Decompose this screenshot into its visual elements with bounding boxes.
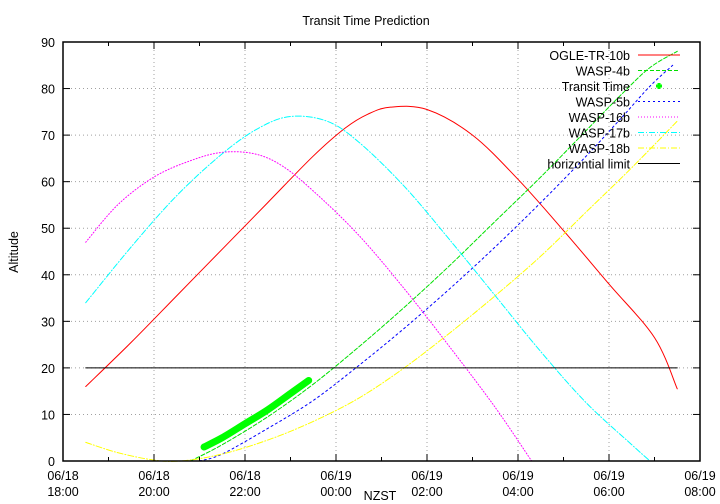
legend-label-wasp-16b: WASP-16b: [569, 111, 630, 125]
x-tick-date: 06/19: [593, 469, 624, 483]
y-tick-label: 60: [41, 176, 55, 190]
x-tick-date: 06/18: [138, 469, 169, 483]
y-tick-label: 90: [41, 36, 55, 50]
y-axis-ticks: 0 10 20 30 40 50 60 70 80 90: [41, 36, 700, 469]
series-wasp-18b: [85, 120, 678, 463]
x-tick-time: 18:00: [47, 485, 78, 499]
y-tick-label: 0: [48, 455, 55, 469]
chart-title: Transit Time Prediction: [302, 14, 429, 28]
x-tick-time: 20:00: [138, 485, 169, 499]
series-ogle-tr-10b: [85, 105, 678, 390]
series-transit-time: [200, 376, 313, 451]
x-tick-date: 06/19: [502, 469, 533, 483]
x-tick-date: 06/18: [229, 469, 260, 483]
x-tick-time: 22:00: [229, 485, 260, 499]
x-tick-date: 06/19: [411, 469, 442, 483]
y-axis-label: Altitude: [7, 231, 21, 273]
legend-label-wasp-18b: WASP-18b: [569, 142, 630, 156]
series-wasp-5b: [199, 64, 674, 462]
x-tick-date: 06/18: [47, 469, 78, 483]
series-wasp-17b: [85, 115, 651, 462]
legend-label-ogle-tr-10b: OGLE-TR-10b: [549, 49, 630, 63]
y-tick-label: 20: [41, 362, 55, 376]
legend-label-horizontial-limit: horizontial limit: [547, 158, 630, 172]
x-tick-time: 08:00: [684, 485, 715, 499]
y-tick-label: 10: [41, 408, 55, 422]
series-wasp-4b: [189, 50, 678, 462]
legend-marker-plus-icon: [656, 83, 662, 89]
x-axis-label: NZST: [364, 489, 397, 503]
legend-label-transit-time: Transit Time: [562, 80, 630, 94]
x-axis-ticks: 06/18 18:00 06/18 20:00 06/18 22:00 06/19 00:00…: [47, 42, 716, 499]
x-tick-date: 06/19: [684, 469, 715, 483]
x-tick-time: 02:00: [411, 485, 442, 499]
y-tick-label: 30: [41, 315, 55, 329]
y-tick-label: 40: [41, 269, 55, 283]
x-tick-time: 00:00: [320, 485, 351, 499]
x-tick-time: 06:00: [593, 485, 624, 499]
y-tick-label: 70: [41, 129, 55, 143]
legend-label-wasp-5b: WASP-5b: [576, 96, 630, 110]
series-wasp-16b: [85, 151, 533, 462]
y-tick-label: 80: [41, 83, 55, 97]
x-tick-time: 04:00: [502, 485, 533, 499]
legend-label-wasp-17b: WASP-17b: [569, 127, 630, 141]
x-tick-date: 06/19: [320, 469, 351, 483]
y-tick-label: 50: [41, 222, 55, 236]
legend-label-wasp-4b: WASP-4b: [576, 65, 630, 79]
